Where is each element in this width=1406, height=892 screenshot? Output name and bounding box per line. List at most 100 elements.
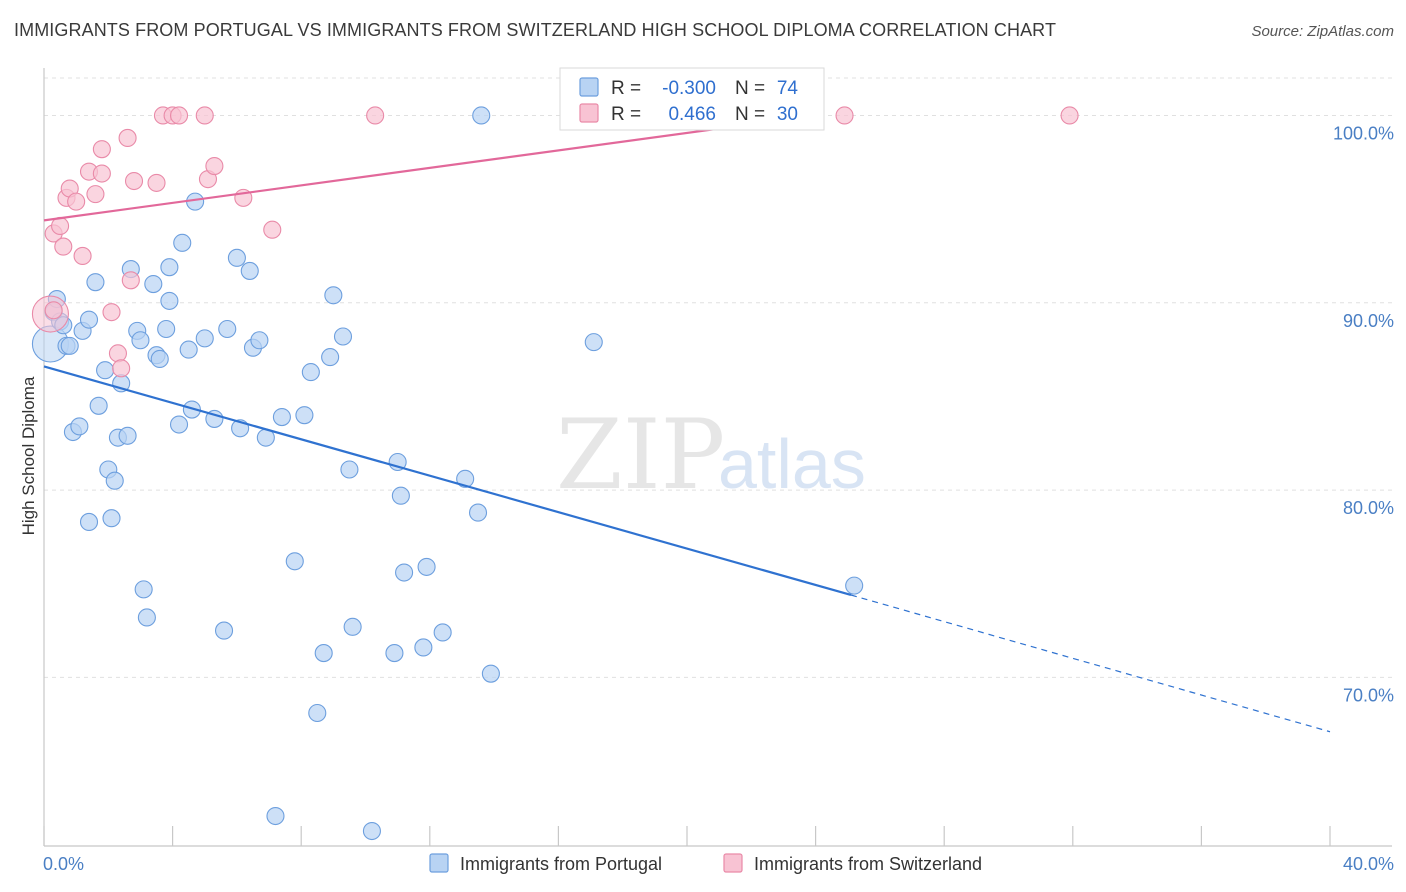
- point-portugal-17[interactable]: [105, 471, 124, 490]
- watermark-zip: ZIP: [556, 399, 725, 511]
- point-switzerland-30[interactable]: [1060, 106, 1079, 125]
- point-portugal-40[interactable]: [218, 319, 237, 339]
- point-portugal-30[interactable]: [160, 291, 179, 310]
- point-portugal-26[interactable]: [144, 274, 163, 294]
- point-portugal-41[interactable]: [227, 248, 246, 267]
- point-portugal-8[interactable]: [70, 417, 89, 436]
- stats-r-label-portugal: R =: [611, 78, 641, 99]
- y-tick-label-90: 90.0%: [1343, 311, 1394, 331]
- point-portugal-34[interactable]: [179, 340, 198, 359]
- point-portugal-59[interactable]: [362, 821, 381, 841]
- point-portugal-65[interactable]: [417, 557, 436, 576]
- point-portugal-70[interactable]: [481, 664, 500, 683]
- y-tick-label-80: 80.0%: [1343, 498, 1394, 518]
- point-portugal-38[interactable]: [205, 409, 224, 428]
- point-portugal-63[interactable]: [395, 563, 414, 582]
- point-switzerland-17[interactable]: [121, 271, 140, 290]
- point-portugal-31[interactable]: [160, 258, 179, 277]
- point-portugal-43[interactable]: [240, 261, 259, 280]
- trend-lines: [43, 114, 1331, 733]
- point-portugal-48[interactable]: [272, 407, 291, 427]
- point-portugal-35[interactable]: [182, 400, 201, 419]
- point-portugal-11[interactable]: [79, 310, 99, 329]
- legend-swatch-switzerland[interactable]: [723, 853, 743, 873]
- point-portugal-68[interactable]: [468, 503, 488, 522]
- stats-n-label-portugal: N =: [735, 78, 765, 99]
- point-portugal-23[interactable]: [131, 331, 150, 350]
- point-switzerland-16[interactable]: [118, 128, 137, 147]
- point-switzerland-23[interactable]: [195, 106, 214, 125]
- point-portugal-66[interactable]: [433, 623, 452, 642]
- point-portugal-55[interactable]: [324, 286, 343, 305]
- point-portugal-72[interactable]: [584, 333, 603, 352]
- point-switzerland-19[interactable]: [147, 173, 166, 192]
- point-portugal-13[interactable]: [89, 396, 108, 415]
- stats-r-value-switzerland: 0.466: [668, 104, 716, 125]
- point-portugal-20[interactable]: [118, 426, 137, 445]
- point-switzerland-25[interactable]: [205, 156, 224, 176]
- point-switzerland-11[interactable]: [92, 164, 111, 183]
- x-tick-label-max: 40.0%: [1343, 854, 1394, 874]
- point-portugal-69[interactable]: [472, 106, 491, 125]
- point-switzerland-4[interactable]: [54, 237, 73, 256]
- point-portugal-51[interactable]: [301, 363, 320, 382]
- point-portugal-25[interactable]: [137, 608, 156, 627]
- stats-box: R = -0.300 N = 74 R = 0.466 N = 30: [559, 67, 825, 131]
- trend-line-switzerland: [43, 114, 816, 222]
- point-portugal-54[interactable]: [321, 348, 340, 367]
- legend-label-portugal[interactable]: Immigrants from Portugal: [460, 854, 662, 874]
- stats-r-label-switzerland: R =: [611, 104, 641, 125]
- point-portugal-47[interactable]: [266, 806, 285, 826]
- point-switzerland-14[interactable]: [108, 344, 127, 363]
- chart-title: IMMIGRANTS FROM PORTUGAL VS IMMIGRANTS F…: [14, 20, 1057, 40]
- point-portugal-56[interactable]: [333, 327, 353, 346]
- stats-n-value-switzerland: 30: [777, 104, 798, 125]
- point-portugal-67[interactable]: [456, 469, 475, 488]
- legend-label-switzerland[interactable]: Immigrants from Switzerland: [754, 854, 982, 874]
- point-portugal-6[interactable]: [60, 336, 79, 355]
- point-switzerland-8[interactable]: [73, 246, 92, 266]
- point-portugal-64[interactable]: [414, 638, 433, 657]
- point-portugal-28[interactable]: [150, 349, 169, 369]
- point-switzerland-18[interactable]: [124, 171, 144, 191]
- point-portugal-45[interactable]: [250, 331, 269, 350]
- x-tick-label-min: 0.0%: [43, 854, 84, 874]
- point-portugal-14[interactable]: [96, 361, 115, 380]
- point-portugal-37[interactable]: [195, 329, 214, 348]
- point-portugal-29[interactable]: [157, 319, 176, 339]
- point-switzerland-1[interactable]: [44, 301, 63, 320]
- point-portugal-58[interactable]: [343, 617, 362, 636]
- point-portugal-49[interactable]: [285, 552, 304, 571]
- source-credit: Source: ZipAtlas.com: [1251, 23, 1394, 40]
- point-portugal-50[interactable]: [295, 406, 314, 425]
- point-switzerland-29[interactable]: [835, 106, 854, 125]
- y-axis-label: High School Diploma: [19, 376, 38, 535]
- point-portugal-73[interactable]: [845, 576, 864, 595]
- point-portugal-33[interactable]: [173, 233, 192, 252]
- stats-swatch-portugal: [579, 77, 599, 97]
- point-switzerland-22[interactable]: [169, 106, 189, 125]
- point-portugal-62[interactable]: [391, 486, 410, 505]
- point-switzerland-7[interactable]: [67, 192, 86, 211]
- point-switzerland-15[interactable]: [112, 359, 131, 378]
- point-portugal-52[interactable]: [308, 703, 327, 723]
- point-portugal-24[interactable]: [134, 580, 153, 599]
- point-portugal-32[interactable]: [169, 415, 189, 434]
- point-switzerland-13[interactable]: [102, 303, 121, 322]
- legend-swatch-portugal[interactable]: [429, 853, 449, 873]
- point-switzerland-10[interactable]: [86, 185, 105, 204]
- point-switzerland-28[interactable]: [366, 106, 385, 125]
- point-portugal-57[interactable]: [340, 460, 359, 479]
- point-switzerland-27[interactable]: [263, 220, 282, 239]
- stats-r-value-portugal: -0.300: [662, 78, 716, 99]
- point-portugal-12[interactable]: [86, 273, 105, 292]
- point-portugal-53[interactable]: [314, 644, 333, 663]
- trend-line-portugal: [43, 365, 852, 597]
- point-portugal-39[interactable]: [214, 621, 234, 640]
- point-portugal-60[interactable]: [385, 644, 404, 663]
- axes: 70.0% 80.0% 90.0% 100.0%: [43, 68, 1394, 847]
- point-switzerland-12[interactable]: [92, 140, 111, 159]
- point-portugal-16[interactable]: [102, 509, 121, 528]
- point-portugal-10[interactable]: [79, 512, 99, 531]
